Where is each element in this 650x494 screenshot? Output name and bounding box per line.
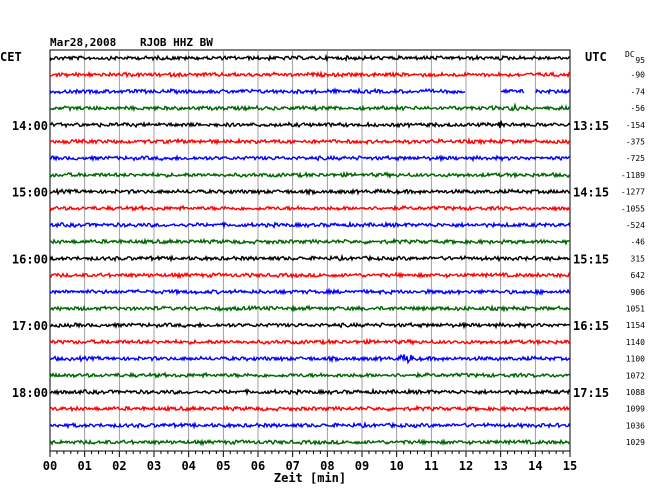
left-hour-label: 17:00 [12,319,48,333]
trace-line [49,102,571,113]
dc-offset-label: 906 [631,288,646,297]
x-tick-label: 00 [43,459,57,473]
chart-title: Mar28,2008 [50,36,116,49]
x-tick-label: 09 [355,459,369,473]
right-hour-label: 16:15 [573,319,609,333]
trace-line [49,53,571,63]
dc-offset-label: 315 [631,254,646,263]
dc-offset-label: -375 [626,138,645,147]
trace-line [49,271,571,280]
x-tick-label: 15 [563,459,577,473]
right-hour-labels: 13:15 14:15 15:15 16:15 17:15 [573,119,609,400]
dc-offset-label: -46 [631,238,646,247]
dc-offset-label: 1051 [626,305,645,314]
trace-line [49,170,571,179]
dc-offset-label: -74 [631,87,646,96]
left-timezone-label: CET [0,50,22,64]
dc-offset-label: 1072 [626,371,645,380]
trace-line [49,304,571,313]
x-tick-label: 06 [251,459,265,473]
dc-header: DC [625,50,635,59]
dc-offset-label: 1140 [626,338,645,347]
trace-line [49,187,571,197]
trace-line [49,404,571,413]
trace-line [49,137,571,146]
trace-line [49,353,571,365]
x-tick-label: 10 [389,459,403,473]
x-tick-label: 05 [216,459,230,473]
x-axis-ticks: 00 01 02 03 04 05 06 07 08 09 10 11 12 13 14 15 [43,451,577,473]
dc-offset-label: 1099 [626,405,645,414]
station-label: RJOB HHZ BW [140,36,213,49]
right-hour-label: 13:15 [573,119,609,133]
x-tick-label: 14 [528,459,542,473]
trace-line [49,287,571,297]
trace-line [49,70,571,79]
dc-offset-label: 95 [635,56,645,65]
dc-offset-label: 1100 [626,355,645,364]
dc-offset-label: 1088 [626,388,645,397]
dc-offset-label: -725 [626,154,645,163]
minute-grid [84,50,536,451]
trace-line [49,438,571,447]
dc-offset-label: -1189 [621,171,645,180]
x-tick-label: 07 [285,459,299,473]
left-hour-label: 16:00 [12,252,48,266]
trace-line [49,154,571,163]
seismogram-traces [49,53,571,447]
left-hour-labels: 14:00 15:00 16:00 17:00 18:00 [12,119,48,400]
dc-offset-label: -1055 [621,204,645,213]
x-tick-label: 02 [112,459,126,473]
x-tick-label: 11 [424,459,438,473]
trace-line [49,87,571,96]
trace-line [49,321,571,330]
dc-offset-label: 642 [631,271,646,280]
trace-line [49,371,571,379]
trace-line [49,120,571,129]
x-tick-label: 01 [77,459,91,473]
trace-line [49,420,571,430]
dc-offset-label: 1036 [626,421,645,430]
x-tick-label: 03 [147,459,161,473]
left-hour-label: 18:00 [12,386,48,400]
right-timezone-label: UTC [585,50,607,64]
trace-line [49,204,571,213]
plot-frame [49,49,571,452]
x-axis-label: Zeit [min] [274,471,346,485]
x-tick-label: 08 [320,459,334,473]
trace-line [49,237,571,246]
right-hour-label: 14:15 [573,186,609,200]
dc-offset-label: -90 [631,71,646,80]
right-hour-label: 15:15 [573,252,609,266]
x-tick-label: 12 [459,459,473,473]
dc-offset-label: -524 [626,221,645,230]
dc-offset-label: -154 [626,121,645,130]
dc-offset-labels: 95 -90 -74 -56 -154 -375 -725 -1189 -1277 -1055 -5… [621,56,645,447]
trace-line [49,220,571,230]
dc-offset-label: 1154 [626,321,645,330]
trace-line [49,337,571,346]
left-hour-label: 15:00 [12,186,48,200]
trace-line [49,387,571,397]
x-tick-label: 04 [181,459,195,473]
dc-offset-label: -1277 [621,188,645,197]
x-tick-label: 13 [493,459,507,473]
dc-offset-label: -56 [631,104,646,113]
right-hour-label: 17:15 [573,386,609,400]
left-hour-label: 14:00 [12,119,48,133]
trace-line [49,253,571,263]
dc-offset-label: 1029 [626,438,645,447]
